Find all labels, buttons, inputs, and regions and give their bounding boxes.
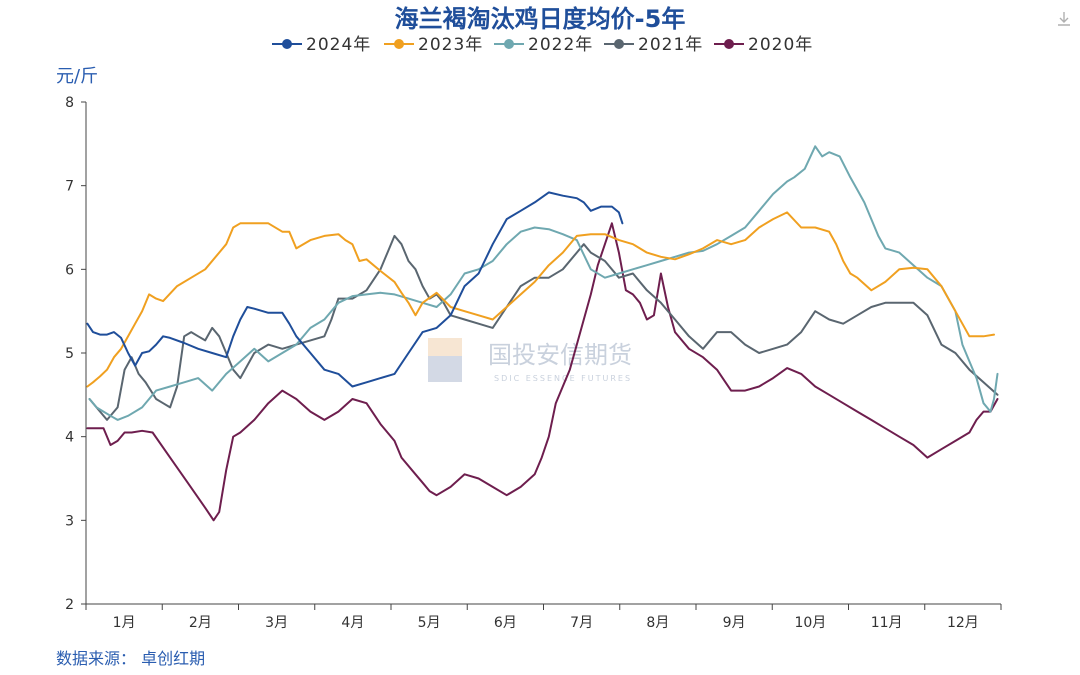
series-line-2024年 (86, 191, 624, 388)
series-line-2022年 (88, 145, 999, 421)
legend-label[interactable]: 2023年 (418, 35, 483, 55)
x-tick-label: 3月 (265, 615, 288, 631)
watermark-subtext: SDIC ESSENCE FUTURES (494, 374, 632, 383)
legend-label[interactable]: 2020年 (748, 35, 813, 55)
y-tick-label: 2 (65, 597, 74, 613)
x-tick-label: 4月 (341, 615, 364, 631)
series-line-2023年 (86, 211, 995, 388)
y-tick-label: 7 (65, 179, 74, 195)
legend-marker (394, 39, 404, 49)
x-tick-label: 1月 (113, 615, 136, 631)
download-icon[interactable] (1058, 12, 1070, 26)
legend-marker (504, 39, 514, 49)
data-source: 数据来源： 卓创红期 (56, 649, 205, 668)
legend-marker (724, 39, 734, 49)
legend-marker (614, 39, 624, 49)
legend-label[interactable]: 2021年 (638, 35, 703, 55)
y-tick-label: 8 (65, 95, 74, 111)
series-line-2020年 (86, 222, 999, 522)
legend-marker (282, 39, 292, 49)
y-tick-label: 6 (65, 262, 74, 278)
x-tick-label: 8月 (646, 615, 669, 631)
y-tick-label: 5 (65, 346, 74, 362)
axes: 2 3 4 5 6 7 8 1月 2月 3月 4月 5月 6月 7月 8月 9月 10月 11月 12月 (65, 95, 1002, 631)
y-tick-label: 3 (65, 513, 74, 529)
watermark: 国投安信期货 SDIC ESSENCE FUTURES (428, 338, 632, 383)
y-axis-label: 元/斤 (56, 66, 98, 87)
legend-label[interactable]: 2022年 (528, 35, 593, 55)
x-tick-label: 5月 (418, 615, 441, 631)
x-tick-label: 10月 (794, 615, 826, 631)
x-tick-label: 11月 (871, 615, 903, 631)
x-tick-label: 7月 (570, 615, 593, 631)
legend-label[interactable]: 2024年 (306, 35, 371, 55)
y-tick-label: 4 (65, 430, 74, 446)
watermark-text: 国投安信期货 (488, 341, 632, 369)
series-line-2021年 (88, 234, 999, 421)
x-tick-label: 12月 (947, 615, 979, 631)
x-tick-label: 6月 (494, 615, 517, 631)
x-tick-label: 9月 (723, 615, 746, 631)
watermark-logo-icon-inner (428, 356, 462, 382)
x-tick-label: 2月 (189, 615, 212, 631)
chart-title: 海兰褐淘汰鸡日度均价-5年 (395, 5, 686, 33)
legend: 2024年 2023年 2022年 2021年 2020年 (272, 35, 813, 55)
series-lines (86, 145, 999, 522)
